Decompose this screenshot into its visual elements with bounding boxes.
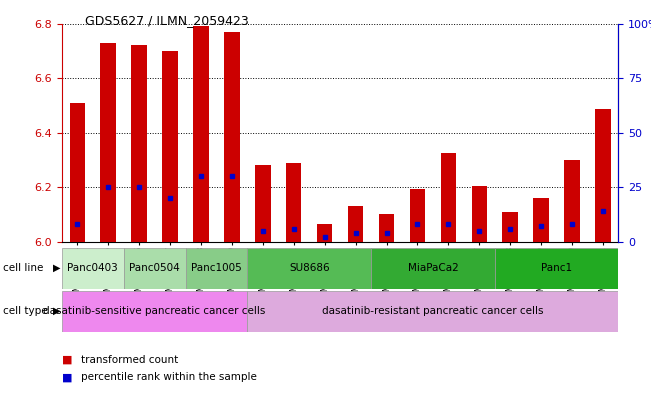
Bar — [533, 198, 549, 242]
Text: GDS5627 / ILMN_2059423: GDS5627 / ILMN_2059423 — [85, 14, 249, 27]
Text: ■: ■ — [62, 354, 72, 365]
Bar — [193, 26, 209, 242]
Bar — [286, 163, 301, 242]
Bar — [379, 215, 395, 242]
Bar — [409, 189, 425, 242]
Bar — [495, 248, 618, 289]
Bar — [564, 160, 580, 242]
Text: Panc0403: Panc0403 — [68, 263, 118, 273]
Bar — [62, 291, 247, 332]
Bar — [124, 248, 186, 289]
Bar — [595, 110, 611, 242]
Text: Panc1: Panc1 — [541, 263, 572, 273]
Bar — [441, 153, 456, 242]
Text: Panc0504: Panc0504 — [130, 263, 180, 273]
Bar — [247, 248, 371, 289]
Bar — [247, 291, 618, 332]
Bar — [255, 165, 271, 242]
Bar — [162, 51, 178, 242]
Text: ■: ■ — [62, 372, 72, 382]
Bar — [132, 46, 147, 242]
Text: cell type: cell type — [3, 306, 48, 316]
Text: cell line: cell line — [3, 263, 44, 273]
Text: dasatinib-sensitive pancreatic cancer cells: dasatinib-sensitive pancreatic cancer ce… — [44, 307, 266, 316]
Bar — [371, 248, 495, 289]
Text: MiaPaCa2: MiaPaCa2 — [408, 263, 458, 273]
Text: percentile rank within the sample: percentile rank within the sample — [81, 372, 257, 382]
Bar — [348, 206, 363, 242]
Bar — [317, 224, 333, 242]
Text: dasatinib-resistant pancreatic cancer cells: dasatinib-resistant pancreatic cancer ce… — [322, 307, 544, 316]
Bar — [100, 43, 116, 242]
Bar — [186, 248, 247, 289]
Bar — [503, 212, 518, 242]
Text: Panc1005: Panc1005 — [191, 263, 242, 273]
Bar — [62, 248, 124, 289]
Text: ▶: ▶ — [53, 263, 61, 273]
Bar — [224, 32, 240, 242]
Text: ▶: ▶ — [53, 306, 61, 316]
Text: SU8686: SU8686 — [289, 263, 329, 273]
Bar — [471, 186, 487, 242]
Text: transformed count: transformed count — [81, 354, 178, 365]
Bar — [70, 103, 85, 242]
